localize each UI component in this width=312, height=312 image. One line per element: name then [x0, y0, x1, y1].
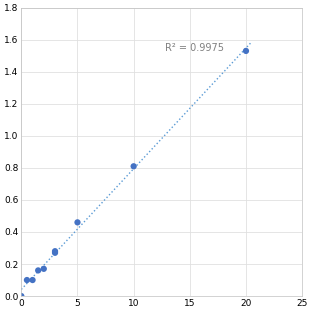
- Point: [19, 294, 24, 299]
- Point: [243, 48, 248, 53]
- Point: [75, 220, 80, 225]
- Point: [41, 266, 46, 271]
- Point: [52, 249, 57, 254]
- Point: [24, 278, 29, 283]
- Text: R² = 0.9975: R² = 0.9975: [165, 43, 224, 53]
- Point: [52, 250, 57, 255]
- Point: [131, 164, 136, 169]
- Point: [30, 278, 35, 283]
- Point: [36, 268, 41, 273]
